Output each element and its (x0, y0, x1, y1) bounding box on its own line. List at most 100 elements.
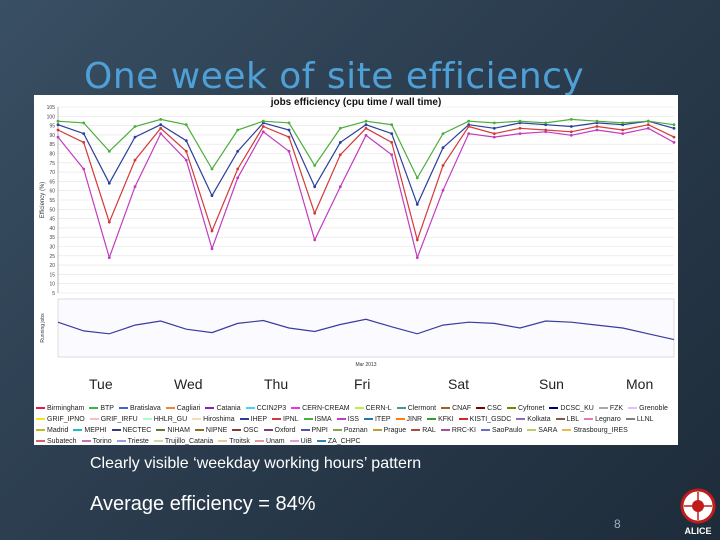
series-point (415, 256, 419, 259)
legend-swatch (165, 407, 175, 410)
series-point (159, 123, 163, 127)
series-point (390, 123, 394, 127)
series-point (415, 203, 419, 206)
series-point (287, 135, 291, 139)
series-point (133, 158, 137, 162)
legend-swatch (562, 429, 572, 432)
series-point (82, 121, 86, 125)
legend-label: IPNL (283, 416, 299, 423)
chart-legend: Birmingham BTP Bratislava Cagliari Catania CC… (36, 403, 676, 447)
legend-swatch (156, 429, 166, 432)
y-tick-label: 5 (52, 291, 55, 297)
legend-label: Poznan (343, 427, 368, 434)
legend-swatch (332, 429, 342, 432)
legend-swatch (81, 440, 91, 443)
legend-entry: RAL (411, 425, 436, 436)
legend-label: Troitsk (229, 438, 250, 445)
series-point (236, 167, 240, 171)
y-tick-label: 15 (49, 272, 55, 278)
legend-label: Madrid (47, 427, 69, 434)
legend-entry: LBL (555, 414, 579, 425)
legend-label: MEPHI (84, 427, 107, 434)
legend-entry: NIHAM (156, 425, 190, 436)
series-point (364, 123, 368, 127)
series-point (133, 125, 137, 128)
legend-swatch (192, 418, 202, 421)
legend-swatch (625, 418, 635, 421)
legend-swatch (363, 418, 373, 421)
y-tick-label: 35 (49, 235, 55, 241)
chart-svg: 1051009590858075706560555045403530252015… (40, 105, 676, 368)
y-tick-label: 20 (49, 263, 55, 269)
series-point (646, 119, 650, 123)
legend-entry: SARA (527, 425, 557, 436)
series-point (159, 126, 163, 130)
legend-entry: IPNL (272, 414, 299, 425)
legend-entry: Clermont (396, 403, 436, 414)
series-point (236, 176, 240, 180)
y-tick-label: 10 (49, 282, 55, 288)
legend-entry: Birmingham (36, 403, 84, 414)
legend-swatch (598, 407, 608, 410)
legend-label: Cagliari (176, 405, 201, 412)
legend-label: Bratislava (129, 405, 161, 412)
series-point (595, 128, 599, 132)
legend-label: RRC-KI (451, 427, 476, 434)
legend-label: Cyfronet (517, 405, 545, 412)
legend-label: NECTEC (122, 427, 152, 434)
legend-swatch (354, 407, 364, 410)
y-tick-label: 80 (49, 152, 55, 158)
legend-swatch (427, 418, 437, 421)
series-point (236, 149, 240, 153)
legend-label: Subatech (47, 438, 77, 445)
series-point (441, 164, 445, 167)
series-point (236, 128, 240, 132)
series-point (595, 125, 599, 128)
legend-entry: LLNL (625, 414, 654, 425)
y-tick-label: 85 (49, 142, 55, 148)
series-point (210, 229, 214, 233)
series-point (210, 194, 214, 197)
legend-swatch (336, 418, 346, 421)
legend-label: SARA (538, 427, 558, 434)
legend-label: CSC (487, 405, 502, 412)
y-tick-label: 60 (49, 189, 55, 195)
legend-label: RAL (422, 427, 436, 434)
legend-entry: Cagliari (165, 403, 201, 414)
series-point (518, 126, 522, 130)
legend-swatch (549, 407, 559, 410)
legend-swatch (245, 407, 255, 410)
alice-logo-icon (680, 488, 716, 524)
legend-label: CCIN2P3 (256, 405, 287, 412)
series-point (107, 220, 111, 224)
series-point (415, 238, 419, 242)
legend-entry: CSC (476, 403, 502, 414)
day-label-tue: Tue (89, 376, 113, 392)
legend-label: Trujillo_Catania (164, 438, 214, 445)
legend-swatch (458, 418, 468, 421)
series-point (518, 132, 522, 135)
legend-entry: GRIF_IRFU (89, 414, 138, 425)
series-point (133, 135, 137, 139)
series-point (56, 119, 60, 123)
y-tick-label: 55 (49, 198, 55, 204)
y-tick-label: 50 (49, 207, 55, 213)
legend-swatch (441, 407, 451, 410)
series-point (672, 123, 676, 127)
series-point (313, 185, 317, 189)
series-point (287, 121, 291, 125)
series-point (56, 128, 60, 132)
series-point (184, 158, 188, 162)
day-labels: Tue Wed Thu Fri Sat Sun Mon (34, 376, 678, 396)
legend-swatch (153, 440, 163, 443)
legend-entry: BTP (89, 403, 114, 414)
series-point (82, 141, 86, 144)
legend-entry: Troitsk (218, 436, 250, 447)
legend-swatch (232, 429, 242, 432)
legend-entry: OSC (232, 425, 259, 436)
day-label-wed: Wed (174, 376, 203, 392)
series-point (261, 130, 265, 134)
day-label-mon: Mon (626, 376, 654, 392)
legend-entry: ISMA (303, 414, 332, 425)
legend-label: ITEP (374, 416, 391, 423)
